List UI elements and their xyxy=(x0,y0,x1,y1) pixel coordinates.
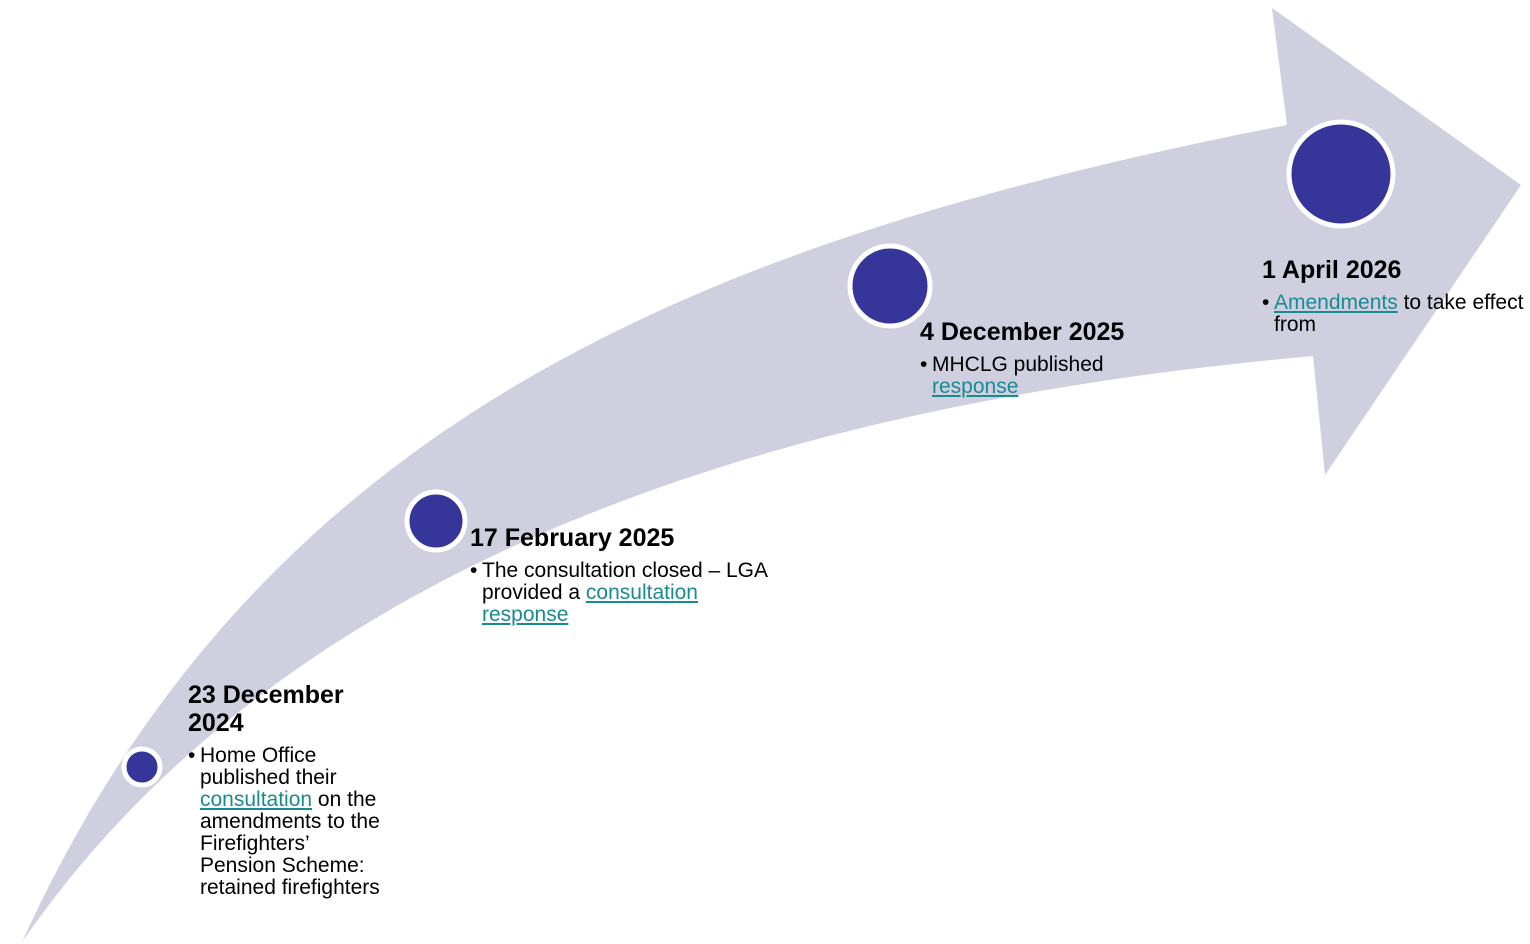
bullet-icon: • xyxy=(920,353,928,376)
bullet-icon: • xyxy=(1262,291,1270,314)
milestone-date: 4 December 2025 xyxy=(920,318,1125,346)
milestone-node-3 xyxy=(847,243,933,329)
milestone-4: 1 April 2026 • Amendments to take effect … xyxy=(1262,256,1530,336)
description-text: to take effect from xyxy=(1274,291,1524,336)
description-text: Home Office published their xyxy=(200,744,337,789)
bullet-icon: • xyxy=(188,744,196,767)
milestone-3: 4 December 2025 • MHCLG published respons… xyxy=(920,318,1180,398)
timeline-arrow xyxy=(22,8,1521,942)
milestone-2: 17 February 2025 • The consultation close… xyxy=(470,524,770,626)
milestone-date: 1 April 2026 xyxy=(1262,256,1402,284)
milestone-node-1 xyxy=(121,746,163,788)
milestone-description: • MHCLG published response xyxy=(920,354,1180,398)
bullet-icon: • xyxy=(470,559,478,582)
amendments-link[interactable]: Amendments xyxy=(1274,291,1398,314)
response-link[interactable]: response xyxy=(932,375,1019,398)
milestone-node-4 xyxy=(1286,119,1396,229)
description-text: The consultation closed – LGA provided a xyxy=(482,559,767,604)
description-text: MHCLG published xyxy=(932,353,1104,376)
milestone-node-2 xyxy=(404,489,468,553)
milestone-1: 23 December 2024 • Home Office published … xyxy=(188,681,388,899)
consultation-link[interactable]: consultation xyxy=(200,788,313,811)
consultation-response-link[interactable]: consultation response xyxy=(482,581,698,626)
milestone-description: • Home Office published their consultatio… xyxy=(188,745,388,899)
milestone-date: 23 December 2024 xyxy=(188,681,344,737)
milestone-description: • The consultation closed – LGA provided … xyxy=(470,560,770,626)
milestone-description: • Amendments to take effect from xyxy=(1262,292,1530,336)
description-text: on the amendments to the Firefighters’ P… xyxy=(200,788,380,899)
milestone-date: 17 February 2025 xyxy=(470,524,675,552)
